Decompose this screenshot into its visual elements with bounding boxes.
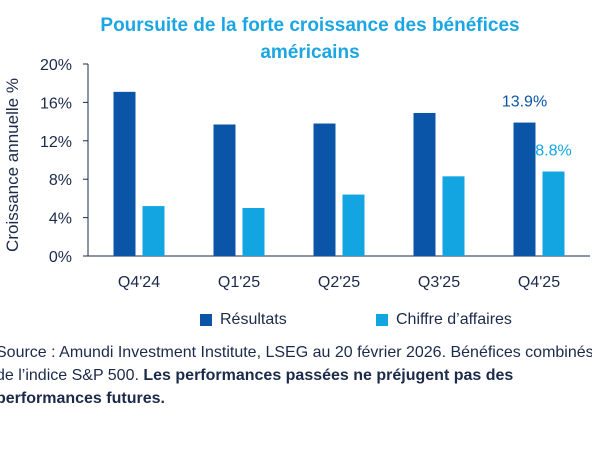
y-tick-label: 16% (40, 95, 72, 112)
source-note: Source : Amundi Investment Institute, LS… (0, 341, 592, 410)
x-tick-label: Q2'25 (318, 274, 360, 291)
bar-resultats-q125 (213, 124, 236, 256)
y-tick-label: 8% (49, 172, 72, 189)
bar-chiffre-affaires-q225 (342, 194, 365, 256)
y-tick-label: 0% (49, 249, 72, 266)
y-axis-label-container: Croissance annuelle % (0, 60, 26, 270)
bar-resultats-q424 (113, 91, 136, 256)
bar-resultats-q425 (513, 122, 536, 256)
y-tick-label: 12% (40, 134, 72, 151)
legend-item-chiffre-affaires: Chiffre d’affaires (376, 311, 512, 329)
chart-title: Poursuite de la forte croissance des bén… (100, 15, 520, 63)
legend-item-resultats: Résultats (200, 311, 287, 329)
y-tick-label: 4% (49, 211, 72, 228)
x-tick-label: Q3'25 (418, 274, 460, 291)
bar-resultats-q225 (313, 123, 336, 257)
legend: Résultats Chiffre d’affaires (0, 311, 592, 335)
legend-label-resultats: Résultats (220, 311, 287, 328)
y-axis-label: Croissance annuelle % (3, 78, 22, 252)
data-label-chiffre-affaires: 8.8% (535, 143, 571, 160)
data-label-resultats: 13.9% (502, 94, 547, 111)
legend-swatch-resultats (200, 314, 212, 326)
y-tick-label: 20% (40, 57, 72, 74)
bar-chiffre-affaires-q425 (542, 171, 565, 256)
bar-resultats-q325 (413, 112, 436, 257)
bar-chiffre-affaires-q125 (242, 208, 265, 256)
bar-chiffre-affaires-q424 (142, 206, 165, 256)
legend-swatch-chiffre-affaires (376, 314, 388, 326)
disclaimer-text: Les performances passées ne préjugent pa… (0, 367, 514, 407)
bar-chiffre-affaires-q325 (442, 176, 465, 256)
x-tick-label: Q4'24 (118, 274, 160, 291)
source-text: Source : Amundi Investment Institute, LS… (0, 344, 592, 384)
x-tick-label: Q1'25 (218, 274, 260, 291)
x-tick-label: Q4'25 (518, 274, 560, 291)
legend-label-chiffre-affaires: Chiffre d’affaires (396, 311, 512, 328)
chart-canvas: 0% 4% 8% 12% 16% 20% Q4'24 Q1'25 Q2'25 Q3'25 Q4'25… (40, 57, 590, 291)
